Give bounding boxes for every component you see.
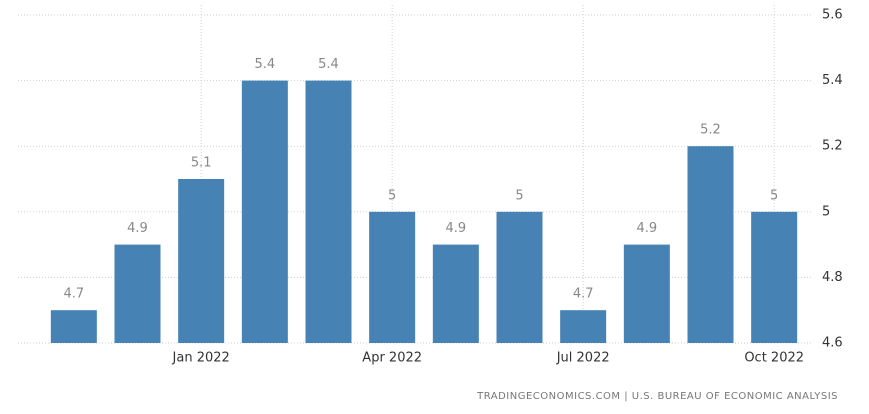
bar	[751, 211, 798, 343]
source-note: TRADINGECONOMICS.COM | U.S. BUREAU OF EC…	[476, 391, 838, 402]
value-label: 4.9	[127, 221, 148, 236]
value-label: 5.4	[318, 57, 339, 72]
y-tick-label: 4.8	[822, 270, 843, 285]
value-label: 4.7	[63, 287, 84, 302]
x-tick-label: Jul 2022	[556, 351, 610, 366]
bar	[305, 80, 352, 343]
y-tick-label: 5	[822, 204, 830, 219]
x-tick-label: Apr 2022	[362, 351, 422, 366]
y-tick-label: 5.4	[822, 73, 843, 88]
bar	[687, 146, 734, 343]
value-label: 5.4	[254, 57, 275, 72]
value-label: 5.1	[191, 156, 212, 171]
bar	[50, 310, 97, 343]
bar	[114, 244, 161, 343]
bar	[241, 80, 288, 343]
bar	[432, 244, 479, 343]
value-label: 5	[515, 188, 523, 203]
bar	[496, 211, 543, 343]
bar	[369, 211, 416, 343]
value-label: 4.7	[573, 287, 594, 302]
value-label: 5.2	[700, 123, 721, 138]
y-tick-label: 4.6	[822, 336, 843, 351]
x-tick-label: Jan 2022	[172, 351, 230, 366]
value-label: 4.9	[636, 221, 657, 236]
value-label: 4.9	[445, 221, 466, 236]
x-tick-label: Oct 2022	[744, 351, 804, 366]
value-label: 5	[388, 188, 396, 203]
bar	[560, 310, 607, 343]
y-tick-label: 5.2	[822, 139, 843, 154]
value-label: 5	[770, 188, 778, 203]
y-tick-label: 5.6	[822, 8, 843, 23]
bar	[623, 244, 670, 343]
bar	[178, 179, 225, 343]
